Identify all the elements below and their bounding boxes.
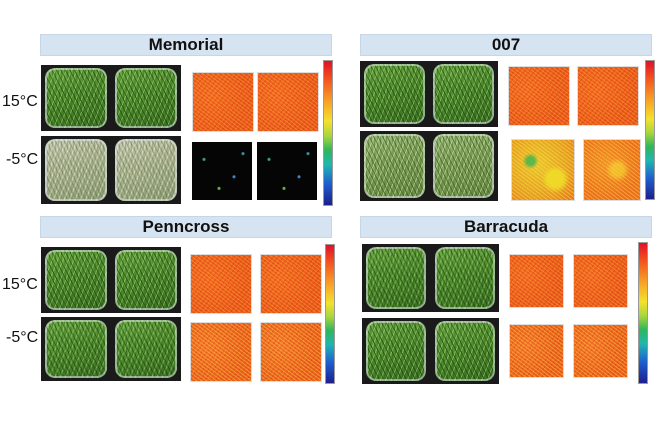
turf-tray bbox=[45, 138, 107, 202]
turf-tray bbox=[45, 319, 107, 379]
color-scale-bar bbox=[638, 242, 648, 384]
temperature-label-minus5c: -5°C bbox=[6, 329, 39, 346]
heatmap-penncross-minus5c-1 bbox=[190, 322, 252, 382]
panel-title-barracuda: Barracuda bbox=[360, 216, 652, 238]
turf-tray bbox=[433, 63, 494, 125]
turf-tray bbox=[45, 249, 107, 311]
heatmap-penncross-15c-1 bbox=[190, 254, 252, 314]
heatmap-memorial-minus5c-2 bbox=[257, 142, 317, 200]
temperature-label-15c: 15°C bbox=[2, 276, 38, 293]
heatmap-memorial-15c-2 bbox=[257, 72, 319, 132]
heatmap-007-minus5c-1 bbox=[511, 139, 575, 201]
turf-tray bbox=[115, 67, 177, 129]
heatmap-penncross-minus5c-2 bbox=[260, 322, 322, 382]
heatmap-007-15c-2 bbox=[577, 66, 639, 126]
panel-title-memorial: Memorial bbox=[40, 34, 332, 56]
temperature-label-minus5c: -5°C bbox=[6, 151, 39, 168]
turf-photo-007-minus5c bbox=[360, 131, 498, 201]
turf-tray bbox=[364, 133, 425, 199]
turf-tray bbox=[115, 138, 177, 202]
turf-photo-barracuda-15c bbox=[362, 244, 499, 312]
turf-photo-memorial-15c bbox=[41, 65, 181, 131]
turf-tray bbox=[364, 63, 425, 125]
turf-photo-memorial-minus5c bbox=[41, 136, 181, 204]
turf-photo-penncross-15c bbox=[41, 247, 181, 313]
turf-tray bbox=[434, 320, 495, 382]
panel-title-penncross: Penncross bbox=[40, 216, 332, 238]
turf-tray bbox=[115, 249, 177, 311]
turf-photo-007-15c bbox=[360, 61, 498, 127]
turf-photo-penncross-minus5c bbox=[41, 317, 181, 381]
turf-tray bbox=[433, 133, 494, 199]
heatmap-barracuda-minus5c-1 bbox=[509, 324, 564, 378]
heatmap-penncross-15c-2 bbox=[260, 254, 322, 314]
color-scale-bar bbox=[325, 244, 335, 384]
heatmap-memorial-minus5c-1 bbox=[192, 142, 252, 200]
turf-tray bbox=[366, 320, 427, 382]
heatmap-007-15c-1 bbox=[508, 66, 570, 126]
turf-tray bbox=[366, 246, 427, 310]
heatmap-barracuda-15c-1 bbox=[509, 254, 564, 308]
turf-tray bbox=[115, 319, 177, 379]
heatmap-barracuda-15c-2 bbox=[573, 254, 628, 308]
temperature-label-15c: 15°C bbox=[2, 93, 38, 110]
color-scale-bar bbox=[645, 60, 655, 200]
panel-title-007: 007 bbox=[360, 34, 652, 56]
heatmap-barracuda-minus5c-2 bbox=[573, 324, 628, 378]
turf-photo-barracuda-minus5c bbox=[362, 318, 499, 384]
turf-tray bbox=[434, 246, 495, 310]
turf-tray bbox=[45, 67, 107, 129]
heatmap-007-minus5c-2 bbox=[583, 139, 641, 201]
color-scale-bar bbox=[323, 60, 333, 206]
heatmap-memorial-15c-1 bbox=[192, 72, 254, 132]
